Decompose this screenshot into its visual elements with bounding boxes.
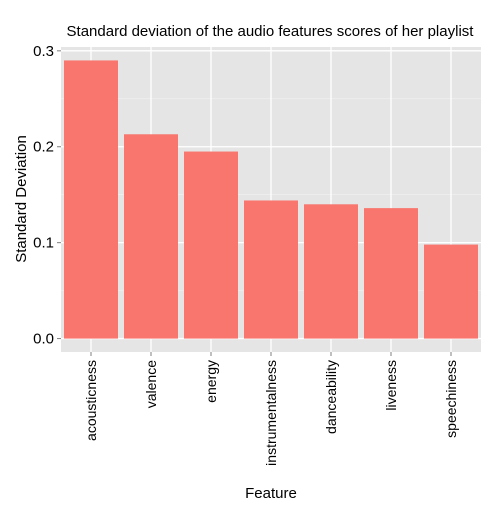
bar-instrumentalness — [244, 200, 298, 339]
bar-speechiness — [424, 244, 478, 339]
x-tick-label-liveness: liveness — [383, 360, 399, 411]
x-tick-label-acousticness: acousticness — [83, 360, 99, 441]
chart-title: Standard deviation of the audio features… — [67, 23, 475, 40]
y-axis-ticks: 0.0 0.1 0.2 0.3 — [33, 43, 61, 348]
bar-energy — [184, 151, 238, 339]
bar-liveness — [364, 208, 418, 339]
x-axis-ticks: acousticness valence energy instrumentalnes… — [83, 352, 459, 466]
y-tick-label: 0.3 — [33, 43, 54, 60]
bar-danceability — [304, 204, 358, 339]
y-tick-label: 0.0 — [33, 331, 54, 348]
y-tick-label: 0.2 — [33, 139, 54, 156]
x-axis-title: Feature — [245, 485, 297, 502]
y-axis-title: Standard Deviation — [13, 135, 30, 263]
bar-acousticness — [64, 60, 118, 339]
x-tick-label-danceability: danceability — [323, 360, 339, 434]
x-tick-label-speechiness: speechiness — [443, 360, 459, 438]
x-tick-label-instrumentalness: instrumentalness — [263, 360, 279, 466]
bar-valence — [124, 134, 178, 339]
bars-group — [64, 60, 478, 339]
y-tick-label: 0.1 — [33, 235, 54, 252]
x-tick-label-energy: energy — [203, 360, 219, 403]
x-tick-label-valence: valence — [143, 360, 159, 408]
